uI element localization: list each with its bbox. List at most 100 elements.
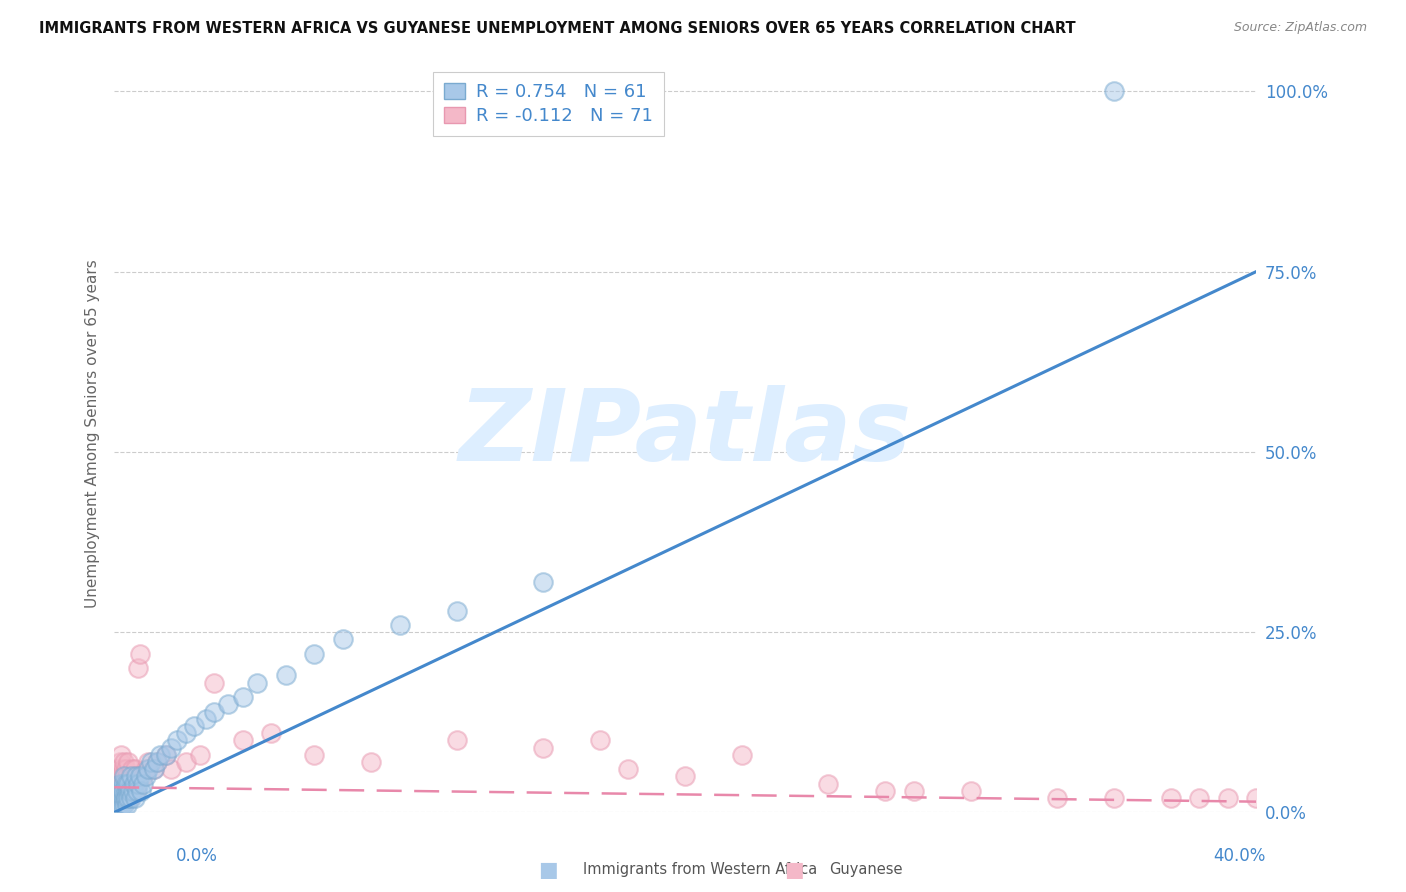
Text: 0.0%: 0.0%: [176, 847, 218, 865]
Point: [120, 791, 142, 805]
Point: [118, 791, 141, 805]
Point: [135, 769, 157, 783]
Point: [1102, 84, 1125, 98]
Point: [332, 632, 354, 647]
Point: [155, 747, 177, 762]
Point: [124, 784, 146, 798]
Point: [232, 690, 254, 704]
Point: [114, 777, 136, 791]
Point: [114, 784, 136, 798]
Point: [122, 777, 145, 791]
Point: [260, 726, 283, 740]
Point: [117, 755, 139, 769]
Text: ZIPatlas: ZIPatlas: [458, 385, 912, 483]
Point: [114, 777, 136, 791]
Point: [817, 777, 839, 791]
Point: [143, 762, 166, 776]
Point: [135, 762, 157, 776]
Point: [194, 712, 217, 726]
Point: [149, 747, 172, 762]
Point: [160, 762, 183, 776]
Point: [217, 698, 239, 712]
Point: [111, 777, 134, 791]
Point: [124, 769, 146, 783]
Point: [112, 769, 135, 783]
Point: [105, 791, 128, 805]
Point: [110, 791, 132, 805]
Point: [111, 798, 134, 813]
Point: [114, 762, 136, 776]
Point: [127, 777, 149, 791]
Point: [731, 747, 754, 762]
Point: [1216, 791, 1239, 805]
Point: [110, 798, 132, 813]
Point: [122, 777, 145, 791]
Point: [128, 647, 150, 661]
Point: [202, 705, 225, 719]
Point: [111, 762, 134, 776]
Point: [1188, 791, 1211, 805]
Point: [104, 798, 127, 813]
Text: ■: ■: [785, 860, 804, 880]
Point: [302, 747, 325, 762]
Point: [110, 784, 132, 798]
Point: [120, 777, 142, 791]
Text: ■: ■: [538, 860, 558, 880]
Point: [531, 574, 554, 589]
Point: [588, 733, 610, 747]
Point: [1246, 791, 1268, 805]
Point: [617, 762, 640, 776]
Point: [875, 784, 897, 798]
Point: [120, 769, 142, 783]
Point: [132, 777, 155, 791]
Point: [112, 755, 135, 769]
Point: [110, 791, 132, 805]
Point: [125, 769, 148, 783]
Y-axis label: Unemployment Among Seniors over 65 years: Unemployment Among Seniors over 65 years: [86, 260, 100, 608]
Point: [124, 791, 146, 805]
Point: [107, 784, 129, 798]
Point: [274, 668, 297, 682]
Point: [112, 784, 135, 798]
Point: [188, 747, 211, 762]
Point: [108, 755, 131, 769]
Point: [104, 791, 127, 805]
Point: [107, 791, 129, 805]
Point: [673, 769, 696, 783]
Point: [1102, 791, 1125, 805]
Point: [138, 755, 160, 769]
Point: [141, 755, 163, 769]
Point: [122, 769, 145, 783]
Point: [127, 661, 149, 675]
Point: [115, 769, 138, 783]
Point: [115, 791, 138, 805]
Point: [111, 784, 134, 798]
Point: [246, 675, 269, 690]
Point: [174, 726, 197, 740]
Point: [111, 777, 134, 791]
Point: [132, 769, 155, 783]
Point: [108, 791, 131, 805]
Point: [105, 784, 128, 798]
Point: [146, 755, 169, 769]
Point: [143, 762, 166, 776]
Legend: R = 0.754   N = 61, R = -0.112   N = 71: R = 0.754 N = 61, R = -0.112 N = 71: [433, 71, 664, 136]
Point: [111, 791, 134, 805]
Point: [1045, 791, 1067, 805]
Point: [110, 784, 132, 798]
Point: [1160, 791, 1182, 805]
Point: [105, 777, 128, 791]
Point: [183, 719, 205, 733]
Point: [108, 791, 131, 805]
Point: [112, 784, 135, 798]
Point: [105, 798, 128, 813]
Point: [108, 784, 131, 798]
Point: [117, 784, 139, 798]
Point: [115, 784, 138, 798]
Point: [107, 791, 129, 805]
Point: [107, 784, 129, 798]
Point: [125, 784, 148, 798]
Point: [114, 791, 136, 805]
Point: [108, 777, 131, 791]
Point: [166, 733, 188, 747]
